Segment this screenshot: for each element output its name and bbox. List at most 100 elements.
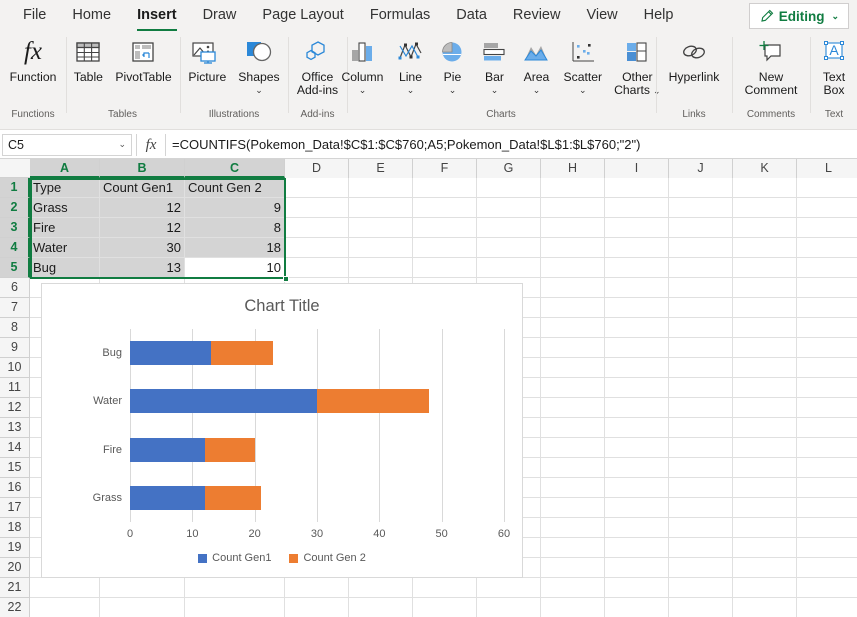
name-box[interactable]: C5 ⌄ <box>2 133 132 156</box>
cell-E21[interactable] <box>349 578 413 598</box>
cell-K19[interactable] <box>733 538 797 558</box>
cell-H11[interactable] <box>541 378 605 398</box>
cell-L2[interactable] <box>797 198 857 218</box>
row-header-21[interactable]: 21 <box>0 578 30 598</box>
cell-D1[interactable] <box>285 178 349 198</box>
column-header-f[interactable]: F <box>413 159 477 178</box>
tab-insert[interactable]: Insert <box>124 3 190 31</box>
cell-H13[interactable] <box>541 418 605 438</box>
cell-G1[interactable] <box>477 178 541 198</box>
cell-I7[interactable] <box>605 298 669 318</box>
picture-button[interactable]: Picture <box>182 31 232 84</box>
cell-G4[interactable] <box>477 238 541 258</box>
tab-file[interactable]: File <box>23 7 47 23</box>
cell-K9[interactable] <box>733 338 797 358</box>
cell-I12[interactable] <box>605 398 669 418</box>
cell-G21[interactable] <box>477 578 541 598</box>
cell-H21[interactable] <box>541 578 605 598</box>
cell-J16[interactable] <box>669 478 733 498</box>
cell-J9[interactable] <box>669 338 733 358</box>
row-header-22[interactable]: 22 <box>0 598 30 617</box>
cell-D3[interactable] <box>285 218 349 238</box>
column-header-c[interactable]: C <box>185 159 285 178</box>
cell-J12[interactable] <box>669 398 733 418</box>
cell-C1[interactable]: Count Gen 2 <box>185 178 285 198</box>
chart-bar-segment[interactable] <box>211 341 274 366</box>
chart-bar-segment[interactable] <box>130 389 317 414</box>
cell-K5[interactable] <box>733 258 797 278</box>
cell-A3[interactable]: Fire <box>30 218 100 238</box>
cell-J7[interactable] <box>669 298 733 318</box>
chevron-down-icon[interactable]: ⌄ <box>255 85 263 95</box>
chart-bar-segment[interactable] <box>204 485 261 510</box>
chart-legend-item[interactable]: Count Gen 2 <box>289 552 366 564</box>
line-chart-button[interactable]: Line ⌄ <box>389 31 431 95</box>
cell-L18[interactable] <box>797 518 857 538</box>
column-header-i[interactable]: I <box>605 159 669 178</box>
cell-H16[interactable] <box>541 478 605 498</box>
cell-H6[interactable] <box>541 278 605 298</box>
tab-formulas[interactable]: Formulas <box>369 7 431 23</box>
cell-K21[interactable] <box>733 578 797 598</box>
cell-L12[interactable] <box>797 398 857 418</box>
cell-B2[interactable]: 12 <box>100 198 185 218</box>
cell-A22[interactable] <box>30 598 100 617</box>
cell-K4[interactable] <box>733 238 797 258</box>
cell-J4[interactable] <box>669 238 733 258</box>
cell-D21[interactable] <box>285 578 349 598</box>
cell-L5[interactable] <box>797 258 857 278</box>
row-header-6[interactable]: 6 <box>0 278 30 298</box>
row-header-5[interactable]: 5 <box>0 258 30 278</box>
cell-H12[interactable] <box>541 398 605 418</box>
cell-K1[interactable] <box>733 178 797 198</box>
cell-H20[interactable] <box>541 558 605 578</box>
row-header-17[interactable]: 17 <box>0 498 30 518</box>
table-button[interactable]: Table <box>67 31 109 84</box>
cell-H2[interactable] <box>541 198 605 218</box>
new-comment-button[interactable]: New Comment <box>739 31 804 97</box>
cell-H15[interactable] <box>541 458 605 478</box>
cell-H17[interactable] <box>541 498 605 518</box>
cell-L19[interactable] <box>797 538 857 558</box>
row-header-13[interactable]: 13 <box>0 418 30 438</box>
area-chart-button[interactable]: Area ⌄ <box>515 31 557 95</box>
column-header-j[interactable]: J <box>669 159 733 178</box>
cell-L3[interactable] <box>797 218 857 238</box>
cell-J5[interactable] <box>669 258 733 278</box>
cell-I15[interactable] <box>605 458 669 478</box>
cell-J19[interactable] <box>669 538 733 558</box>
cell-L10[interactable] <box>797 358 857 378</box>
cell-K22[interactable] <box>733 598 797 617</box>
cell-K16[interactable] <box>733 478 797 498</box>
column-header-e[interactable]: E <box>349 159 413 178</box>
cell-I9[interactable] <box>605 338 669 358</box>
function-button[interactable]: fx Function <box>4 31 63 84</box>
cell-J18[interactable] <box>669 518 733 538</box>
cell-L22[interactable] <box>797 598 857 617</box>
cell-E22[interactable] <box>349 598 413 617</box>
row-header-11[interactable]: 11 <box>0 378 30 398</box>
cell-I21[interactable] <box>605 578 669 598</box>
bar-chart-button[interactable]: Bar ⌄ <box>473 31 515 95</box>
chevron-down-icon[interactable]: ⌄ <box>579 85 587 95</box>
cell-D4[interactable] <box>285 238 349 258</box>
cell-F3[interactable] <box>413 218 477 238</box>
cell-K10[interactable] <box>733 358 797 378</box>
cell-J2[interactable] <box>669 198 733 218</box>
row-header-15[interactable]: 15 <box>0 458 30 478</box>
cell-J17[interactable] <box>669 498 733 518</box>
cell-I18[interactable] <box>605 518 669 538</box>
tab-draw[interactable]: Draw <box>202 7 237 23</box>
cell-K15[interactable] <box>733 458 797 478</box>
row-header-8[interactable]: 8 <box>0 318 30 338</box>
cell-J3[interactable] <box>669 218 733 238</box>
row-header-2[interactable]: 2 <box>0 198 30 218</box>
column-header-h[interactable]: H <box>541 159 605 178</box>
cell-I10[interactable] <box>605 358 669 378</box>
cell-L7[interactable] <box>797 298 857 318</box>
cell-H19[interactable] <box>541 538 605 558</box>
cell-H14[interactable] <box>541 438 605 458</box>
cell-B3[interactable]: 12 <box>100 218 185 238</box>
cell-F4[interactable] <box>413 238 477 258</box>
column-header-g[interactable]: G <box>477 159 541 178</box>
